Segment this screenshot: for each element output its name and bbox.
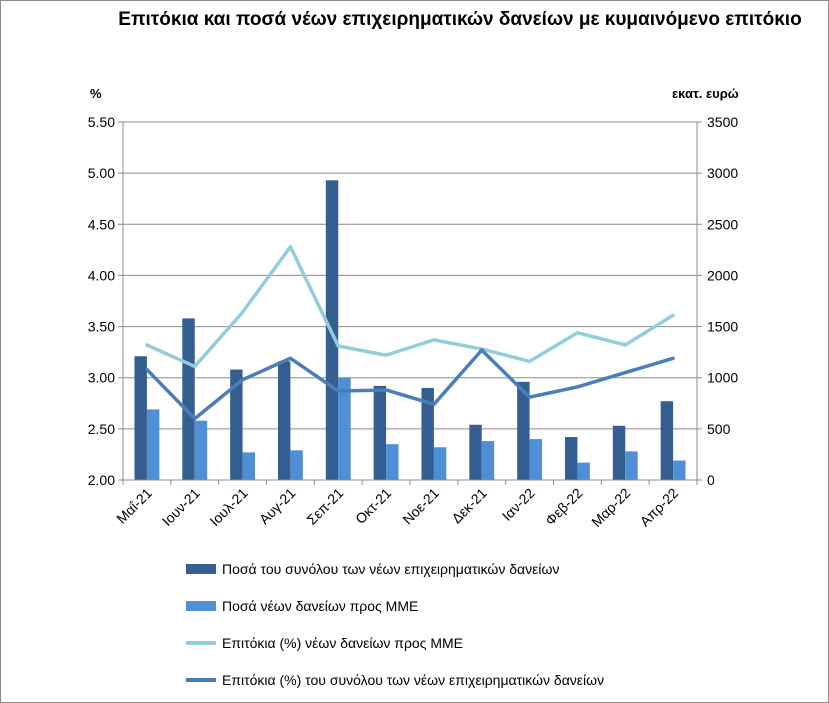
bar-total-amount bbox=[182, 318, 195, 480]
legend-swatch-total-amount bbox=[186, 563, 216, 574]
left-tick-label: 3.50 bbox=[88, 319, 115, 335]
bar-sme-amount bbox=[194, 420, 208, 480]
bars bbox=[134, 180, 686, 480]
line-sme-rate bbox=[145, 245, 675, 369]
right-tick-label: 2500 bbox=[707, 216, 738, 232]
bar-total-amount bbox=[134, 356, 147, 480]
legend-swatch-sme-rate bbox=[186, 640, 216, 645]
bar-sme-amount bbox=[386, 444, 399, 480]
left-tick-label: 3.00 bbox=[88, 370, 115, 386]
bar-total-amount bbox=[373, 385, 387, 480]
x-tick-label: Ιουν-21 bbox=[159, 485, 203, 529]
bar-total-amount bbox=[469, 424, 482, 480]
legend-label-sme-amount: Ποσά νέων δανείων προς ΜΜΕ bbox=[222, 597, 419, 614]
bar-total-amount bbox=[230, 369, 243, 480]
right-tick-label: 3500 bbox=[707, 114, 738, 130]
legend-label-total-amount: Ποσά του συνόλου των νέων επιχειρηματικώ… bbox=[222, 560, 560, 577]
left-tick-label: 5.50 bbox=[88, 114, 115, 130]
bar-total-amount bbox=[612, 425, 626, 480]
left-tick-label: 2.50 bbox=[88, 421, 115, 437]
lines bbox=[145, 245, 675, 421]
legend-swatch-sme-amount bbox=[186, 600, 216, 611]
bar-sme-amount bbox=[625, 451, 638, 480]
chart-title: Επιτόκια και ποσά νέων επιχειρηματικών δ… bbox=[118, 9, 802, 30]
left-tick-label: 4.50 bbox=[88, 216, 115, 232]
right-tick-label: 2000 bbox=[707, 267, 738, 283]
legend-item-total-amount: Ποσά του συνόλου των νέων επιχειρηματικώ… bbox=[186, 550, 604, 587]
bar-sme-amount bbox=[433, 447, 447, 480]
legend-item-sme-amount: Ποσά νέων δανείων προς ΜΜΕ bbox=[186, 587, 604, 624]
bar-sme-amount bbox=[481, 441, 495, 480]
bar-total-amount bbox=[564, 437, 578, 480]
x-tick-label: Σεπ-21 bbox=[303, 485, 346, 528]
right-axis-unit: εκατ. ευρώ bbox=[672, 86, 739, 101]
legend-item-sme-rate: Επιτόκια (%) νέων δανείων προς ΜΜΕ bbox=[186, 624, 604, 661]
x-tick-label: Οκτ-21 bbox=[352, 485, 394, 527]
bar-sme-amount bbox=[290, 450, 303, 480]
legend-item-total-rate: Επιτόκια (%) του συνόλου των νέων επιχει… bbox=[186, 661, 604, 698]
legend-label-sme-rate: Επιτόκια (%) νέων δανείων προς ΜΜΕ bbox=[222, 634, 464, 651]
x-tick-label: Μαΐ-21 bbox=[113, 485, 155, 527]
bar-total-amount bbox=[421, 387, 434, 480]
bar-sme-amount bbox=[529, 439, 543, 480]
x-tick-label: Νοε-21 bbox=[399, 485, 442, 528]
line-total-rate bbox=[145, 348, 675, 421]
left-tick-label: 5.00 bbox=[88, 165, 115, 181]
bar-sme-amount bbox=[338, 377, 351, 480]
x-tick-label: Μαρ-22 bbox=[588, 485, 633, 530]
bar-sme-amount bbox=[577, 462, 590, 480]
left-axis-unit: % bbox=[90, 86, 102, 101]
left-tick-label: 4.00 bbox=[88, 267, 115, 283]
x-tick-label: Απρ-22 bbox=[637, 485, 682, 530]
right-tick-label: 500 bbox=[707, 421, 731, 437]
x-tick-label: Ιαν-22 bbox=[499, 485, 538, 524]
right-tick-label: 0 bbox=[707, 472, 715, 488]
bar-sme-amount bbox=[242, 452, 256, 480]
bar-sme-amount bbox=[146, 409, 160, 480]
legend-label-total-rate: Επιτόκια (%) του συνόλου των νέων επιχει… bbox=[222, 671, 605, 688]
right-tick-label: 1500 bbox=[707, 319, 738, 335]
legend-swatch-total-rate bbox=[186, 677, 216, 682]
x-tick-label: Δεκ-21 bbox=[448, 485, 490, 527]
right-tick-label: 1000 bbox=[707, 370, 738, 386]
right-tick-label: 3000 bbox=[707, 165, 738, 181]
gridlines bbox=[123, 121, 697, 430]
bar-total-amount bbox=[277, 361, 291, 480]
x-tick-label: Αυγ-21 bbox=[256, 485, 299, 528]
legend: Ποσά του συνόλου των νέων επιχειρηματικώ… bbox=[186, 550, 604, 698]
x-tick-label: Ιουλ-21 bbox=[206, 485, 250, 529]
bar-sme-amount bbox=[673, 460, 686, 480]
x-tick-label: Φεβ-22 bbox=[542, 485, 586, 529]
left-tick-label: 2.00 bbox=[88, 472, 115, 488]
bar-total-amount bbox=[517, 381, 530, 480]
bar-total-amount bbox=[660, 401, 674, 480]
